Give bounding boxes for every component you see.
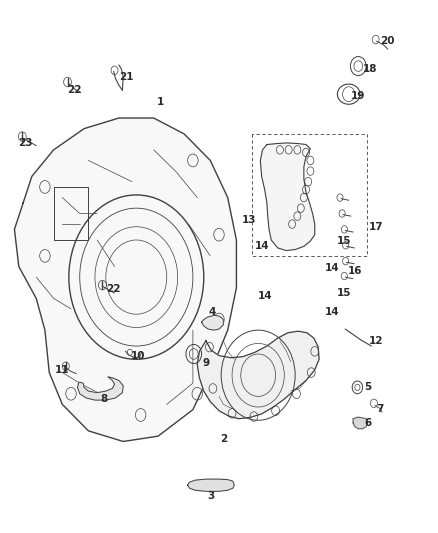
- Polygon shape: [78, 377, 123, 400]
- Text: 8: 8: [100, 394, 107, 404]
- Text: 14: 14: [325, 263, 339, 272]
- Text: 17: 17: [369, 222, 384, 232]
- Text: 9: 9: [202, 358, 209, 368]
- Text: 18: 18: [363, 64, 378, 74]
- Text: 7: 7: [376, 403, 384, 414]
- Text: 20: 20: [381, 36, 395, 46]
- Text: 6: 6: [365, 418, 372, 428]
- Polygon shape: [353, 417, 368, 429]
- Polygon shape: [197, 331, 319, 419]
- Text: 16: 16: [347, 266, 362, 276]
- Text: 22: 22: [67, 85, 82, 95]
- Text: 13: 13: [241, 215, 256, 225]
- Polygon shape: [201, 316, 223, 330]
- Text: 3: 3: [208, 490, 215, 500]
- Text: 1: 1: [157, 97, 164, 107]
- Text: 14: 14: [325, 306, 339, 317]
- Text: 10: 10: [131, 351, 146, 361]
- Polygon shape: [14, 118, 237, 441]
- Text: 15: 15: [337, 236, 352, 246]
- Text: 19: 19: [351, 91, 365, 101]
- Text: 15: 15: [337, 288, 352, 298]
- Text: 21: 21: [120, 71, 134, 82]
- Polygon shape: [187, 479, 234, 491]
- Text: 14: 14: [254, 241, 269, 252]
- Text: 2: 2: [220, 434, 227, 444]
- Text: 5: 5: [365, 382, 372, 392]
- Text: 23: 23: [18, 139, 32, 149]
- Polygon shape: [260, 143, 315, 251]
- Text: 4: 4: [209, 306, 216, 317]
- Text: 14: 14: [258, 290, 272, 301]
- Text: 12: 12: [369, 336, 384, 346]
- Text: 22: 22: [106, 284, 121, 294]
- Text: 11: 11: [55, 365, 70, 375]
